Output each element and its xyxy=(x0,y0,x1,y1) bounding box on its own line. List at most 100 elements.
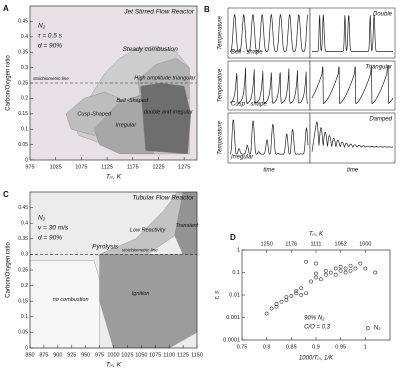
background-label: Steady combustion xyxy=(123,46,179,53)
trace-frame xyxy=(309,60,396,111)
region xyxy=(29,260,100,349)
legend-marker xyxy=(366,326,370,330)
data-point xyxy=(328,270,333,275)
x2-tick-label: 1000 xyxy=(359,241,371,247)
data-point xyxy=(353,266,358,271)
x2-tick-label: 1176 xyxy=(285,241,297,247)
data-point xyxy=(358,261,363,266)
data-point xyxy=(299,293,304,297)
y-tick-label: 0.2 xyxy=(21,96,28,102)
region xyxy=(99,254,198,349)
y-tick-label: 0.2 xyxy=(21,283,28,289)
trace-label: Irregular xyxy=(231,155,254,161)
annotation: N₂ xyxy=(38,215,46,222)
annotation: d = 90% xyxy=(38,235,62,242)
y-tick-label: 0.1 xyxy=(21,314,28,320)
y-tick-label: 0.25 xyxy=(18,267,28,273)
y-axis-title: Temperature xyxy=(218,120,224,154)
x-tick-label: 1275 xyxy=(178,164,190,170)
x-tick-label: 900 xyxy=(53,352,62,358)
y-tick-label: 0.25 xyxy=(18,80,28,86)
x2-tick-label: 1250 xyxy=(261,241,273,247)
panel-letter: A xyxy=(3,4,9,13)
x-tick-label: 1025 xyxy=(121,352,133,358)
region-label: Transient xyxy=(176,223,199,229)
y-axis-title: Temperature xyxy=(218,68,224,102)
waveform xyxy=(229,67,309,104)
y-axis-title: Carbon/Oxygen ratio xyxy=(6,55,12,111)
data-point xyxy=(294,289,299,293)
data-point xyxy=(323,268,328,273)
x-tick-label: 1050 xyxy=(135,352,147,358)
trace-label: Cusp - shape xyxy=(231,102,267,108)
region-label: Bell -Shaped xyxy=(116,98,148,104)
region-label: Irregular xyxy=(116,123,138,129)
data-point xyxy=(284,295,289,300)
data-point xyxy=(338,268,343,273)
panel-letter: D xyxy=(230,233,236,242)
y-tick-label: 0.05 xyxy=(18,142,28,148)
trace-label: Double xyxy=(373,12,393,18)
data-point xyxy=(289,294,294,298)
annotation: τ = 0.5 s xyxy=(38,33,63,40)
waveform xyxy=(312,14,393,52)
data-point xyxy=(314,275,318,280)
y-tick-label: 0.3 xyxy=(21,65,28,71)
annotation: N₂ xyxy=(38,23,46,30)
data-point xyxy=(294,291,299,296)
waveform xyxy=(311,121,393,152)
panel-letter: B xyxy=(204,5,210,14)
data-point xyxy=(279,299,284,304)
y-tick-label: 0.001 xyxy=(226,315,240,321)
x-tick-label: 1 xyxy=(364,344,367,350)
x-tick-label: 1000 xyxy=(107,352,119,358)
y-tick-label: 0.05 xyxy=(18,330,28,336)
chart-title: Tubular Flow Reactor xyxy=(132,195,194,202)
data-point xyxy=(309,279,313,284)
background-label: Pyrolysis xyxy=(92,243,119,250)
x-tick-label: 925 xyxy=(67,352,76,358)
y-axis-title: τ, s xyxy=(215,291,221,300)
y-axis-title: Temperature xyxy=(218,15,224,49)
data-point xyxy=(284,298,289,302)
y-tick-label: 0.15 xyxy=(18,299,28,305)
x-axis-title: Tᵢₙ, K xyxy=(106,362,122,369)
stoichiometric-label: stoichiometric line xyxy=(33,76,69,81)
x2-tick-label: 1111 xyxy=(310,241,321,247)
y-tick-label: 0.45 xyxy=(18,19,28,25)
y-tick-label: 0.1 xyxy=(21,127,28,133)
y-tick-label: 0.4 xyxy=(21,221,28,227)
annotation: d = 90% xyxy=(38,43,62,50)
region-label: Ignition xyxy=(132,291,150,297)
y-tick-label: 0.3 xyxy=(21,252,28,258)
region-label: Cusp-Shaped xyxy=(77,111,112,117)
waveform xyxy=(229,119,309,155)
x2-axis-title: Tᵢₙ, K xyxy=(309,232,324,238)
x2-tick-label: 1052 xyxy=(335,241,347,247)
data-point xyxy=(373,270,378,275)
x-tick-label: 975 xyxy=(25,164,34,170)
stoichiometric-label: stoichiometric line xyxy=(122,248,158,253)
region-label: Low Reactivity xyxy=(130,227,167,233)
region-label: no combustion xyxy=(53,297,89,303)
waveform xyxy=(311,65,394,105)
x-tick-label: 1075 xyxy=(75,164,87,170)
data-point xyxy=(269,306,274,311)
y-tick-label: 0.4 xyxy=(21,34,28,40)
x-tick-label: 1225 xyxy=(152,164,164,170)
x-tick-label: 1025 xyxy=(50,164,62,170)
x-tick-label: 1125 xyxy=(101,164,113,170)
y-tick-label: 0.35 xyxy=(18,50,28,56)
y-tick-label: 0 xyxy=(25,157,28,163)
y-tick-label: 0.45 xyxy=(18,205,28,211)
x-tick-label: 1125 xyxy=(177,352,189,358)
y-tick-label: 0.0001 xyxy=(223,337,240,343)
data-point xyxy=(323,272,328,277)
x-tick-label: 950 xyxy=(81,352,90,358)
y-axis-title: Carbon/Oxygen ratio xyxy=(6,242,12,298)
x-tick-label: 0.8 xyxy=(263,344,271,350)
chart-title: Jet Stirred Flow Reactor xyxy=(123,9,195,16)
x-tick-label: 0.85 xyxy=(286,344,297,350)
x-axis-title: 1000/Tᵢₙ, 1/K xyxy=(299,356,334,362)
